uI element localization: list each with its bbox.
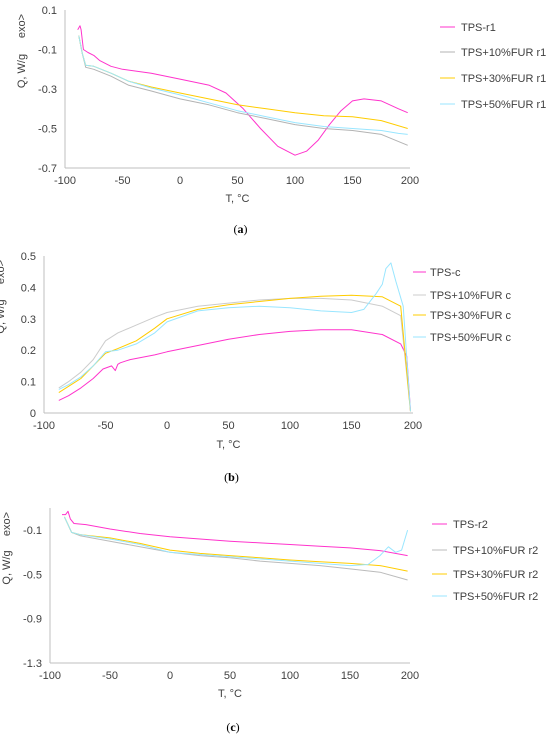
y-tick-label: -0.1: [23, 525, 42, 537]
y-tick-label: -0.7: [38, 163, 57, 175]
exo-label: exo>: [1, 512, 13, 536]
x-axis-label: T, °C: [217, 439, 241, 451]
x-tick-label: 0: [164, 420, 170, 432]
x-tick-label: 150: [342, 420, 360, 432]
series-line-3: [63, 516, 408, 572]
legend-entry: TPS+50%FUR r2: [453, 591, 538, 603]
legend-entry: TPS+30%FUR r2: [453, 569, 538, 581]
x-tick-label: 150: [341, 670, 359, 682]
x-tick-label: 0: [177, 175, 183, 187]
exo-label: exo>: [0, 260, 7, 284]
y-tick-label: 0: [30, 408, 36, 420]
panel-caption: (a): [234, 222, 248, 236]
panel-caption: (c): [226, 720, 239, 734]
y-tick-label: -0.5: [38, 124, 57, 136]
series-line-2: [58, 297, 411, 412]
chart-panel-a: -100 -50 0 50 100 150 200 0.1 -0.1 -0.3 -0.5 -0.7 T,…: [16, 5, 546, 236]
chart-panel-c: -100 -50 0 50 100 150 200 -0.1 -0.5 -0.9 -1.3 T, °C…: [1, 508, 538, 734]
series-line-1: [77, 25, 408, 156]
x-tick-label: 150: [343, 175, 361, 187]
y-tick-label: 0.5: [21, 251, 36, 263]
legend-entry: TPS+50%FUR r1: [461, 99, 546, 111]
panel-caption: (b): [224, 470, 239, 484]
legend-entry: TPS+30%FUR c: [430, 310, 511, 322]
series-line-3: [78, 35, 408, 129]
x-axis-label: T, °C: [226, 193, 250, 205]
x-tick-label: -100: [54, 175, 76, 187]
y-tick-label: -0.3: [38, 84, 57, 96]
y-axis-label: Q, W/g: [1, 550, 13, 584]
x-tick-label: 200: [404, 420, 422, 432]
legend-entry: TPS+30%FUR r1: [461, 73, 546, 85]
legend-entry: TPS+50%FUR c: [430, 332, 511, 344]
series-line-1: [62, 510, 408, 557]
x-tick-label: 50: [222, 420, 234, 432]
legend-entry: TPS-r2: [453, 519, 488, 531]
y-tick-label: 0.3: [21, 314, 36, 326]
legend-entry: TPS-c: [430, 267, 461, 279]
x-tick-label: -50: [115, 175, 131, 187]
legend-entry: TPS-r1: [461, 22, 496, 34]
series-line-3: [58, 294, 411, 412]
y-tick-label: -0.5: [23, 569, 42, 581]
series-line-2: [78, 35, 408, 146]
x-tick-label: -50: [102, 670, 118, 682]
x-tick-label: 200: [401, 175, 419, 187]
y-tick-label: 0.1: [42, 5, 57, 17]
x-tick-label: 50: [231, 175, 243, 187]
x-tick-label: -100: [39, 670, 61, 682]
exo-label: exo>: [16, 14, 28, 38]
chart-panel-b: -100 -50 0 50 100 150 200 0.5 0.4 0.3 0.2 0.1 0 T, °C…: [0, 251, 511, 484]
x-tick-label: 200: [401, 670, 419, 682]
y-tick-label: -0.9: [23, 614, 42, 626]
x-tick-label: 100: [286, 175, 304, 187]
y-tick-label: -1.3: [23, 658, 42, 670]
y-tick-label: 0.1: [21, 377, 36, 389]
x-tick-label: 100: [281, 670, 299, 682]
legend-entry: TPS+10%FUR r1: [461, 47, 546, 59]
x-tick-label: -100: [33, 420, 55, 432]
series-line-4: [63, 516, 409, 567]
series-line-4: [58, 262, 411, 412]
series-line-1: [58, 329, 411, 412]
y-tick-label: -0.1: [38, 45, 57, 57]
series-line-4: [78, 35, 408, 135]
y-axis-label: Q, W/g: [0, 299, 7, 333]
x-tick-label: -50: [98, 420, 114, 432]
y-tick-label: 0.2: [21, 345, 36, 357]
legend-entry: TPS+10%FUR c: [430, 290, 511, 302]
x-tick-label: 0: [167, 670, 173, 682]
y-axis-label: Q, W/g: [16, 54, 28, 88]
x-axis-label: T, °C: [218, 688, 242, 700]
legend-entry: TPS+10%FUR r2: [453, 545, 538, 557]
x-tick-label: 100: [281, 420, 299, 432]
x-tick-label: 50: [224, 670, 236, 682]
y-tick-label: 0.4: [21, 282, 36, 294]
